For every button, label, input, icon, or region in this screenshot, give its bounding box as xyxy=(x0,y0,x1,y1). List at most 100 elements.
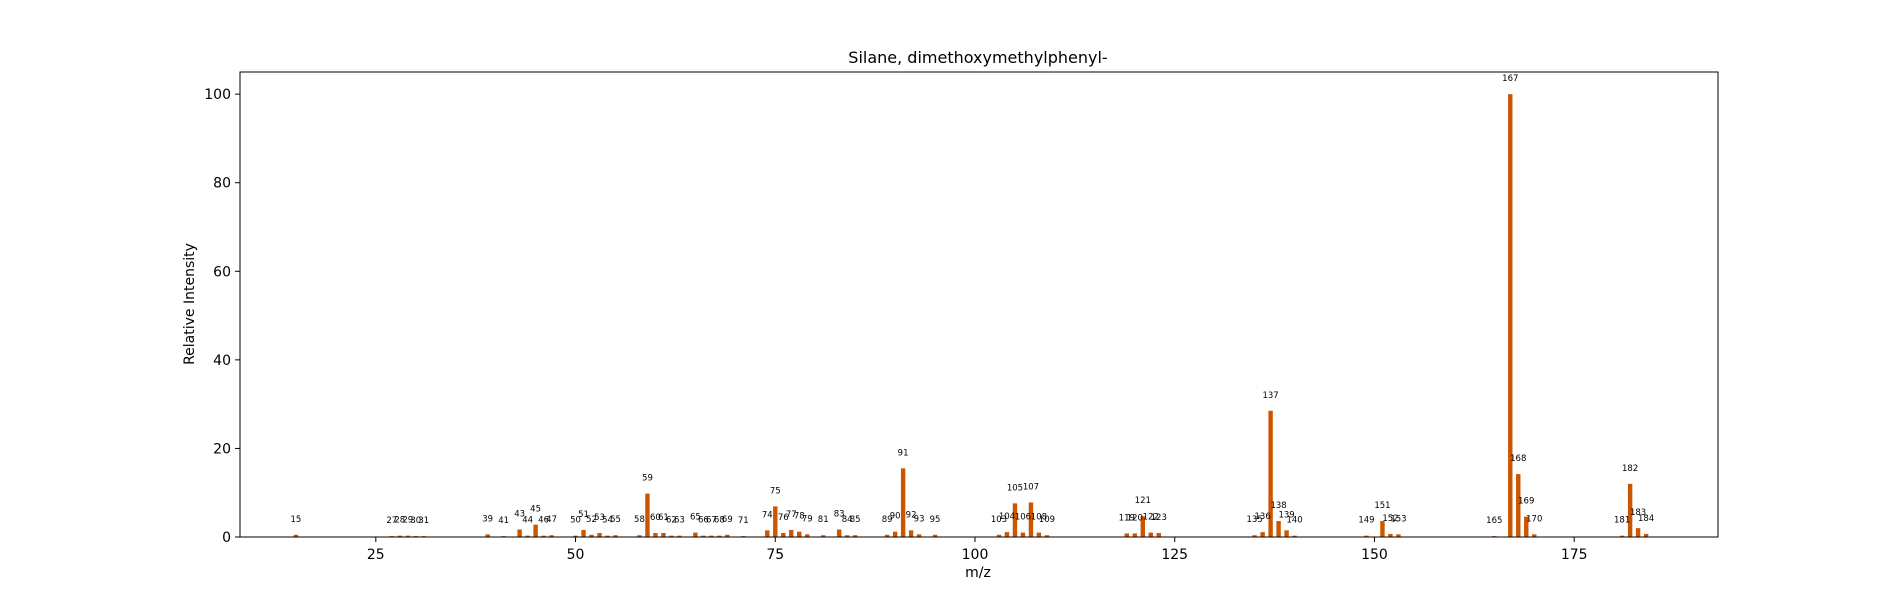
peak-label-mz-83: 83 xyxy=(834,509,845,519)
peak-label-mz-50: 50 xyxy=(570,516,581,526)
bar-mz-90 xyxy=(892,531,898,537)
peak-label-mz-31: 31 xyxy=(418,516,429,526)
plot-frame xyxy=(239,71,1719,538)
peak-label-mz-65: 65 xyxy=(690,513,701,523)
peak-label-mz-89: 89 xyxy=(882,515,893,525)
bar-mz-15 xyxy=(293,534,299,537)
peak-label-mz-85: 85 xyxy=(850,515,861,525)
peak-label-mz-61: 61 xyxy=(658,513,669,523)
peak-label-mz-169: 169 xyxy=(1518,497,1534,507)
x-axis: 25 50 75 100 125 150 175 xyxy=(367,537,1588,563)
bar-mz-103 xyxy=(996,534,1002,537)
peak-label-mz-78: 78 xyxy=(794,512,805,522)
bar-mz-123 xyxy=(1156,533,1161,537)
bar-mz-137 xyxy=(1268,410,1273,537)
y-axis-label: Relative Intensity xyxy=(182,243,198,365)
peak-label-mz-51: 51 xyxy=(578,510,589,520)
bar-mz-108 xyxy=(1036,532,1042,537)
bar-mz-62 xyxy=(669,535,674,537)
peak-label-mz-68: 68 xyxy=(714,516,725,526)
bar-mz-105 xyxy=(1012,503,1018,537)
x-tick-label-150: 150 xyxy=(1361,547,1388,563)
x-tick-label-75: 75 xyxy=(766,547,784,563)
x-tick-label-175: 175 xyxy=(1561,547,1588,563)
peak-label-mz-67: 67 xyxy=(706,516,717,526)
y-tick-label-60: 60 xyxy=(213,264,231,280)
bar-mz-58 xyxy=(637,535,642,537)
peak-label-mz-103: 103 xyxy=(991,515,1007,525)
peak-label-mz-106: 106 xyxy=(1015,513,1031,523)
bar-mz-51 xyxy=(581,529,586,537)
peak-label-mz-15: 15 xyxy=(291,515,302,525)
x-tick-label-25: 25 xyxy=(367,547,385,563)
bar-mz-167 xyxy=(1508,94,1513,537)
peak-label-mz-69: 69 xyxy=(722,515,733,525)
bar-mz-54 xyxy=(605,535,610,537)
peak-label-mz-30: 30 xyxy=(410,516,421,526)
peak-label-mz-84: 84 xyxy=(842,515,853,525)
peak-label-mz-74: 74 xyxy=(762,510,773,520)
bar-mz-120 xyxy=(1132,533,1137,537)
peak-label-mz-71: 71 xyxy=(738,516,749,526)
peak-label-mz-91: 91 xyxy=(898,448,909,458)
x-axis-label: m/z xyxy=(965,565,991,581)
bar-mz-75 xyxy=(773,506,778,537)
bar-mz-60 xyxy=(653,533,658,537)
bar-mz-119 xyxy=(1124,533,1129,537)
peak-label-mz-167: 167 xyxy=(1502,74,1518,84)
bar-mz-104 xyxy=(1004,532,1010,537)
x-tick-label-100: 100 xyxy=(962,547,989,563)
bar-mz-168 xyxy=(1516,474,1521,537)
peak-label-mz-135: 135 xyxy=(1247,515,1263,525)
bar-mz-78 xyxy=(797,531,802,537)
peak-label-mz-90: 90 xyxy=(890,512,901,522)
bar-mz-149 xyxy=(1364,535,1369,537)
peak-label-mz-170: 170 xyxy=(1526,514,1542,524)
peak-label-mz-93: 93 xyxy=(914,514,925,524)
peak-label-mz-52: 52 xyxy=(586,515,597,525)
bar-mz-135 xyxy=(1252,535,1257,537)
peak-label-mz-105: 105 xyxy=(1007,483,1023,493)
bar-mz-106 xyxy=(1020,532,1026,537)
bar-mz-28 xyxy=(397,535,402,537)
bar-mz-66 xyxy=(701,535,706,537)
peak-label-mz-92: 92 xyxy=(906,510,917,520)
bar-mz-91 xyxy=(900,468,906,537)
peak-label-mz-168: 168 xyxy=(1510,454,1526,464)
peak-label-mz-55: 55 xyxy=(610,515,621,525)
bar-mz-53 xyxy=(597,533,602,537)
bar-mz-93 xyxy=(916,534,922,537)
peak-label-mz-77: 77 xyxy=(786,510,797,520)
peak-label-mz-149: 149 xyxy=(1358,516,1374,526)
peak-label-mz-151: 151 xyxy=(1374,501,1390,511)
bar-mz-68 xyxy=(717,535,722,537)
bar-mz-95 xyxy=(932,534,938,537)
bar-mz-77 xyxy=(789,529,794,537)
y-tick-label-80: 80 xyxy=(213,176,231,192)
peak-label-mz-81: 81 xyxy=(818,515,829,525)
bar-mz-46 xyxy=(541,535,546,537)
bar-mz-92 xyxy=(908,530,914,537)
peak-label-mz-47: 47 xyxy=(546,515,557,525)
bar-mz-169 xyxy=(1524,516,1529,537)
peak-label-mz-41: 41 xyxy=(498,516,509,526)
bar-mz-69 xyxy=(725,534,730,537)
peak-label-mz-95: 95 xyxy=(930,515,941,525)
bar-mz-83 xyxy=(836,529,842,537)
bars-group xyxy=(293,94,1649,537)
peak-label-mz-62: 62 xyxy=(666,516,677,526)
peak-label-mz-28: 28 xyxy=(394,516,405,526)
bar-mz-183 xyxy=(1635,528,1641,537)
peak-label-mz-53: 53 xyxy=(594,513,605,523)
peak-label-mz-46: 46 xyxy=(538,516,549,526)
peak-label-mz-39: 39 xyxy=(482,514,493,524)
bar-mz-109 xyxy=(1044,535,1050,537)
peak-label-mz-137: 137 xyxy=(1262,391,1278,401)
bar-mz-67 xyxy=(709,535,714,537)
peak-label-mz-27: 27 xyxy=(386,516,397,526)
bar-mz-52 xyxy=(589,534,594,537)
peak-label-mz-136: 136 xyxy=(1255,512,1271,522)
peak-label-mz-54: 54 xyxy=(602,516,613,526)
bar-mz-139 xyxy=(1284,530,1289,537)
peak-label-mz-120: 120 xyxy=(1127,513,1143,523)
